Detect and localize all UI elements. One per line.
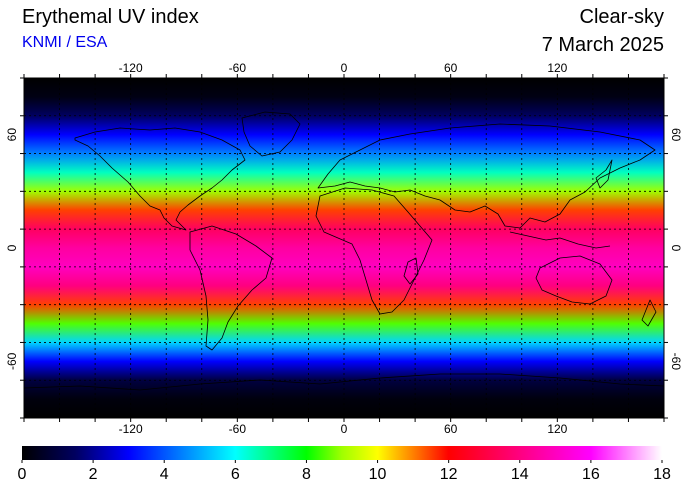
lon-tick-label-top: -120 (119, 61, 143, 75)
lon-tick-label-bottom: 0 (341, 422, 348, 436)
lat-tick-label-right: 60 (669, 128, 683, 142)
colorbar-tick-label: 8 (302, 466, 311, 483)
lon-tick-label-bottom: 60 (444, 422, 458, 436)
map-tick-marks (20, 74, 668, 422)
lat-tick-label-right: -60 (669, 353, 683, 371)
coast-greenland (241, 111, 301, 157)
colorbar-tick-label: 6 (231, 466, 240, 483)
map-tick-labels: -120 -120 -60 -60 0 0 60 60 120 120 60 60 0 0 -60 -60 (5, 61, 683, 436)
coast-eurasia (317, 123, 656, 229)
credit-label: KNMI / ESA (22, 34, 108, 51)
lon-tick-label-top: 120 (547, 61, 567, 75)
colorbar-tick-label: 10 (369, 466, 387, 483)
lat-tick-label-left: 60 (5, 128, 19, 142)
coast-australia (535, 255, 613, 305)
coast-south-america (189, 225, 273, 351)
lat-tick-label-right: 0 (669, 245, 683, 252)
lat-tick-label-left: 0 (5, 244, 19, 251)
colorbar-ticks: 0 2 4 6 8 10 12 14 16 18 (18, 460, 671, 483)
lon-tick-label-top: -60 (229, 61, 247, 75)
coast-antarctica (24, 373, 664, 391)
lon-tick-label-bottom: 120 (547, 422, 567, 436)
colorbar-tick-label: 4 (160, 466, 169, 483)
lon-tick-label-top: 0 (341, 61, 348, 75)
colorbar-tick-label: 12 (440, 466, 458, 483)
sky-mode-label: Clear-sky (579, 6, 664, 28)
date-label: 7 March 2025 (541, 34, 664, 56)
coast-north-america (74, 127, 246, 231)
coast-africa (315, 187, 433, 315)
coast-madagascar (403, 257, 419, 285)
graticule (24, 78, 664, 418)
colorbar-tick-label: 18 (653, 466, 671, 483)
lon-tick-label-bottom: -60 (229, 422, 247, 436)
lon-tick-label-top: 60 (444, 61, 458, 75)
coastlines (24, 111, 664, 391)
colorbar-tick-label: 16 (582, 466, 600, 483)
colorbar-tick-label: 14 (511, 466, 529, 483)
lat-tick-label-left: -60 (5, 352, 19, 370)
map-title: Erythemal UV index (22, 6, 199, 28)
colorbar-tick-label: 2 (89, 466, 98, 483)
coast-new-zealand (641, 299, 657, 327)
coast-japan (595, 159, 613, 189)
colorbar-tick-label: 0 (18, 466, 27, 483)
colorbar (22, 446, 662, 460)
lon-tick-label-bottom: -120 (119, 422, 143, 436)
coast-indonesia (509, 231, 611, 249)
